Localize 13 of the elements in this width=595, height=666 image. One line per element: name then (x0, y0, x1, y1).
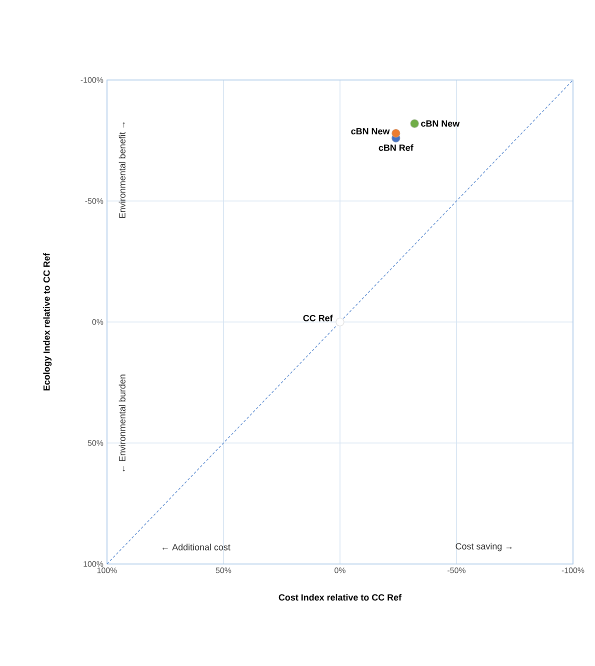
point (410, 119, 419, 128)
annotation: ← Environmental burden (118, 374, 126, 472)
series-label: CC Ref (303, 314, 333, 322)
point (336, 318, 344, 326)
point (392, 128, 400, 138)
series-label: cBN Ref (378, 144, 414, 151)
annotation: Environmental benefit → (118, 122, 126, 218)
series-label: cBN New (421, 120, 460, 127)
annotation: ← Additional cost (162, 544, 230, 550)
x-axis-title: Cost Index relative to CC Ref (278, 594, 402, 601)
annotation: Cost saving → (456, 542, 512, 552)
y-axis-title: Ecology Index relative to CC Ref (43, 252, 52, 390)
series-label: cBN New (351, 128, 390, 134)
